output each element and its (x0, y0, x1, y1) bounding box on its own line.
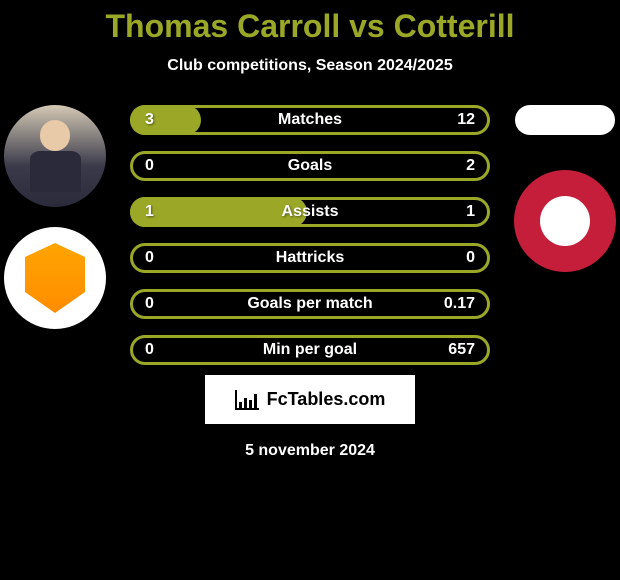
stat-bar-matches: 3 Matches 12 (130, 105, 490, 135)
stat-label: Goals per match (247, 295, 372, 313)
right-player-column (510, 105, 620, 365)
stat-right-value: 657 (448, 341, 475, 359)
stat-bar-goals: 0 Goals 2 (130, 151, 490, 181)
page-title: Thomas Carroll vs Cotterill (106, 8, 515, 45)
subtitle: Club competitions, Season 2024/2025 (167, 57, 452, 75)
stat-left-value: 3 (145, 111, 154, 129)
stat-left-value: 0 (145, 249, 154, 267)
comparison-card: Thomas Carroll vs Cotterill Club competi… (0, 0, 620, 580)
left-player-column (0, 105, 110, 365)
stat-label: Goals (288, 157, 332, 175)
stat-left-value: 0 (145, 157, 154, 175)
stat-bar-min-per-goal: 0 Min per goal 657 (130, 335, 490, 365)
stat-left-value: 1 (145, 203, 154, 221)
stat-left-value: 0 (145, 295, 154, 313)
stat-fill (130, 105, 201, 135)
stat-fill (130, 197, 307, 227)
watermark-text: FcTables.com (267, 389, 386, 410)
stat-right-value: 0 (466, 249, 475, 267)
stat-bar-hattricks: 0 Hattricks 0 (130, 243, 490, 273)
player-avatar (4, 105, 106, 207)
watermark: FcTables.com (205, 375, 416, 424)
chart-bars-icon (239, 394, 257, 408)
stat-bar-assists: 1 Assists 1 (130, 197, 490, 227)
right-club-badge (514, 170, 616, 272)
stat-right-value: 1 (466, 203, 475, 221)
stat-right-value: 2 (466, 157, 475, 175)
left-club-badge (4, 227, 106, 329)
stat-left-value: 0 (145, 341, 154, 359)
stat-label: Assists (282, 203, 339, 221)
stat-right-value: 12 (457, 111, 475, 129)
stats-column: 3 Matches 12 0 Goals 2 1 Assists 1 0 Hat… (130, 105, 490, 365)
stat-label: Hattricks (276, 249, 344, 267)
badge-inner-circle-icon (540, 196, 590, 246)
stat-right-value: 0.17 (444, 295, 475, 313)
stat-label: Matches (278, 111, 342, 129)
stat-label: Min per goal (263, 341, 357, 359)
content-row: 3 Matches 12 0 Goals 2 1 Assists 1 0 Hat… (0, 105, 620, 365)
chart-icon (235, 390, 259, 410)
date-text: 5 november 2024 (245, 442, 375, 460)
stat-bar-goals-per-match: 0 Goals per match 0.17 (130, 289, 490, 319)
shield-icon (25, 243, 85, 313)
right-pill-badge (515, 105, 615, 135)
